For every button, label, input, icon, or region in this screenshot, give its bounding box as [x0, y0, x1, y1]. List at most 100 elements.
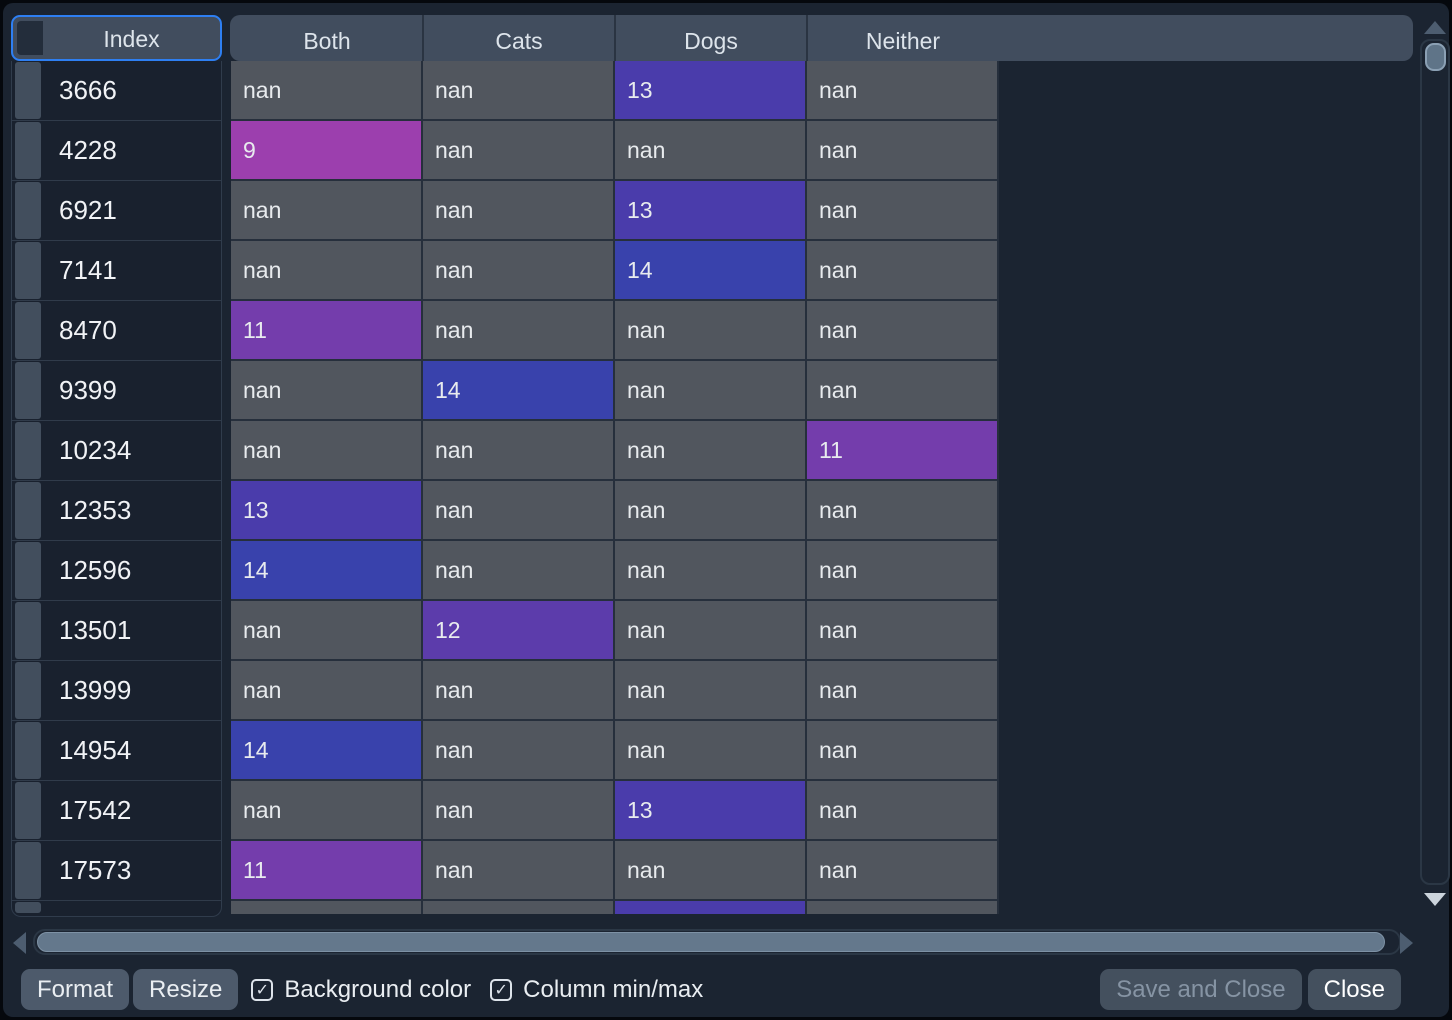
row-handle[interactable] — [15, 422, 41, 479]
table-cell[interactable]: nan — [615, 601, 807, 661]
table-cell[interactable]: nan — [423, 541, 615, 601]
table-cell[interactable] — [615, 901, 807, 914]
table-cell[interactable]: 11 — [807, 421, 999, 481]
table-cell[interactable]: nan — [807, 541, 999, 601]
table-cell[interactable]: nan — [423, 721, 615, 781]
table-cell[interactable]: nan — [807, 361, 999, 421]
table-cell[interactable]: nan — [615, 721, 807, 781]
column-minmax-checkbox[interactable]: ✓ — [490, 978, 513, 1001]
row-handle[interactable] — [15, 482, 41, 539]
table-cell[interactable]: 14 — [423, 361, 615, 421]
table-cell[interactable]: nan — [231, 61, 423, 121]
resize-button[interactable]: Resize — [133, 969, 239, 1010]
vertical-scrollbar-thumb[interactable] — [1425, 43, 1446, 71]
scroll-down-icon[interactable] — [1424, 893, 1446, 906]
scroll-up-icon[interactable] — [1424, 21, 1446, 34]
table-cell[interactable]: 14 — [231, 721, 423, 781]
table-cell[interactable]: nan — [423, 781, 615, 841]
table-cell[interactable]: nan — [423, 481, 615, 541]
table-cell[interactable]: nan — [807, 481, 999, 541]
table-cell[interactable]: nan — [615, 661, 807, 721]
column-header-dogs[interactable]: Dogs — [684, 28, 738, 54]
table-cell[interactable]: nan — [615, 301, 807, 361]
corner-cell[interactable] — [17, 21, 43, 55]
table-cell[interactable]: nan — [423, 841, 615, 901]
table-cell[interactable]: nan — [807, 601, 999, 661]
index-value[interactable]: 8470 — [59, 315, 117, 345]
table-cell[interactable]: nan — [231, 661, 423, 721]
table-cell[interactable]: 13 — [231, 481, 423, 541]
table-cell[interactable]: nan — [615, 361, 807, 421]
row-handle[interactable] — [15, 902, 41, 913]
vertical-scrollbar-track[interactable] — [1420, 39, 1450, 885]
row-handle[interactable] — [15, 302, 41, 359]
row-handle[interactable] — [15, 62, 41, 119]
index-value[interactable]: 12353 — [59, 495, 132, 525]
table-cell[interactable]: nan — [807, 241, 999, 301]
row-handle[interactable] — [15, 362, 41, 419]
row-handle[interactable] — [15, 602, 41, 659]
row-handle[interactable] — [15, 782, 41, 839]
table-cell[interactable]: nan — [423, 421, 615, 481]
table-cell[interactable]: nan — [231, 361, 423, 421]
table-cell[interactable] — [423, 901, 615, 914]
row-handle[interactable] — [15, 182, 41, 239]
table-cell[interactable] — [231, 901, 423, 914]
table-cell[interactable]: nan — [231, 241, 423, 301]
table-cell[interactable]: nan — [615, 541, 807, 601]
table-cell[interactable]: 13 — [615, 781, 807, 841]
table-cell[interactable]: nan — [231, 781, 423, 841]
table-cell[interactable]: 14 — [615, 241, 807, 301]
table-cell[interactable]: nan — [423, 61, 615, 121]
table-cell[interactable]: 13 — [615, 61, 807, 121]
index-value[interactable]: 17542 — [59, 795, 132, 825]
row-handle[interactable] — [15, 122, 41, 179]
row-handle[interactable] — [15, 242, 41, 299]
index-value[interactable]: 9399 — [59, 375, 117, 405]
close-button[interactable]: Close — [1307, 969, 1401, 1010]
index-value[interactable]: 4228 — [59, 135, 117, 165]
table-cell[interactable]: nan — [231, 181, 423, 241]
table-cell[interactable]: nan — [615, 841, 807, 901]
column-header-both[interactable]: Both — [303, 28, 351, 54]
table-cell[interactable]: nan — [615, 481, 807, 541]
table-cell[interactable]: nan — [615, 121, 807, 181]
table-cell[interactable]: nan — [231, 601, 423, 661]
table-cell[interactable]: 12 — [423, 601, 615, 661]
scroll-right-icon[interactable] — [1400, 932, 1413, 954]
table-cell[interactable]: 9 — [231, 121, 423, 181]
table-cell[interactable]: nan — [807, 721, 999, 781]
vertical-scrollbar[interactable] — [1417, 17, 1452, 917]
save-and-close-button[interactable]: Save and Close — [1100, 969, 1302, 1010]
table-cell[interactable]: nan — [807, 121, 999, 181]
index-value[interactable]: 7141 — [59, 255, 117, 285]
horizontal-scrollbar[interactable] — [11, 929, 1415, 957]
table-cell[interactable]: nan — [807, 841, 999, 901]
format-button[interactable]: Format — [21, 969, 130, 1010]
row-handle[interactable] — [15, 662, 41, 719]
table-cell[interactable]: 14 — [231, 541, 423, 601]
table-cell[interactable]: 11 — [231, 841, 423, 901]
column-header-cats[interactable]: Cats — [495, 28, 543, 54]
index-value[interactable]: 10234 — [59, 435, 132, 465]
table-cell[interactable]: nan — [423, 661, 615, 721]
index-value[interactable]: 17573 — [59, 855, 132, 885]
scroll-left-icon[interactable] — [13, 932, 26, 954]
index-value[interactable]: 6921 — [59, 195, 117, 225]
row-handle[interactable] — [15, 842, 41, 899]
background-color-checkbox[interactable]: ✓ — [251, 978, 274, 1001]
table-cell[interactable]: nan — [423, 241, 615, 301]
column-header-neither[interactable]: Neither — [865, 28, 941, 54]
index-value[interactable]: 12596 — [59, 555, 132, 585]
index-value[interactable]: 13999 — [59, 675, 132, 705]
table-cell[interactable]: nan — [231, 421, 423, 481]
horizontal-scrollbar-thumb[interactable] — [37, 932, 1385, 952]
table-cell[interactable]: nan — [807, 661, 999, 721]
table-cell[interactable]: 11 — [231, 301, 423, 361]
table-cell[interactable]: nan — [423, 301, 615, 361]
table-cell[interactable]: nan — [807, 781, 999, 841]
row-handle[interactable] — [15, 542, 41, 599]
index-value[interactable]: 14954 — [59, 735, 132, 765]
table-cell[interactable]: nan — [807, 301, 999, 361]
row-handle[interactable] — [15, 722, 41, 779]
